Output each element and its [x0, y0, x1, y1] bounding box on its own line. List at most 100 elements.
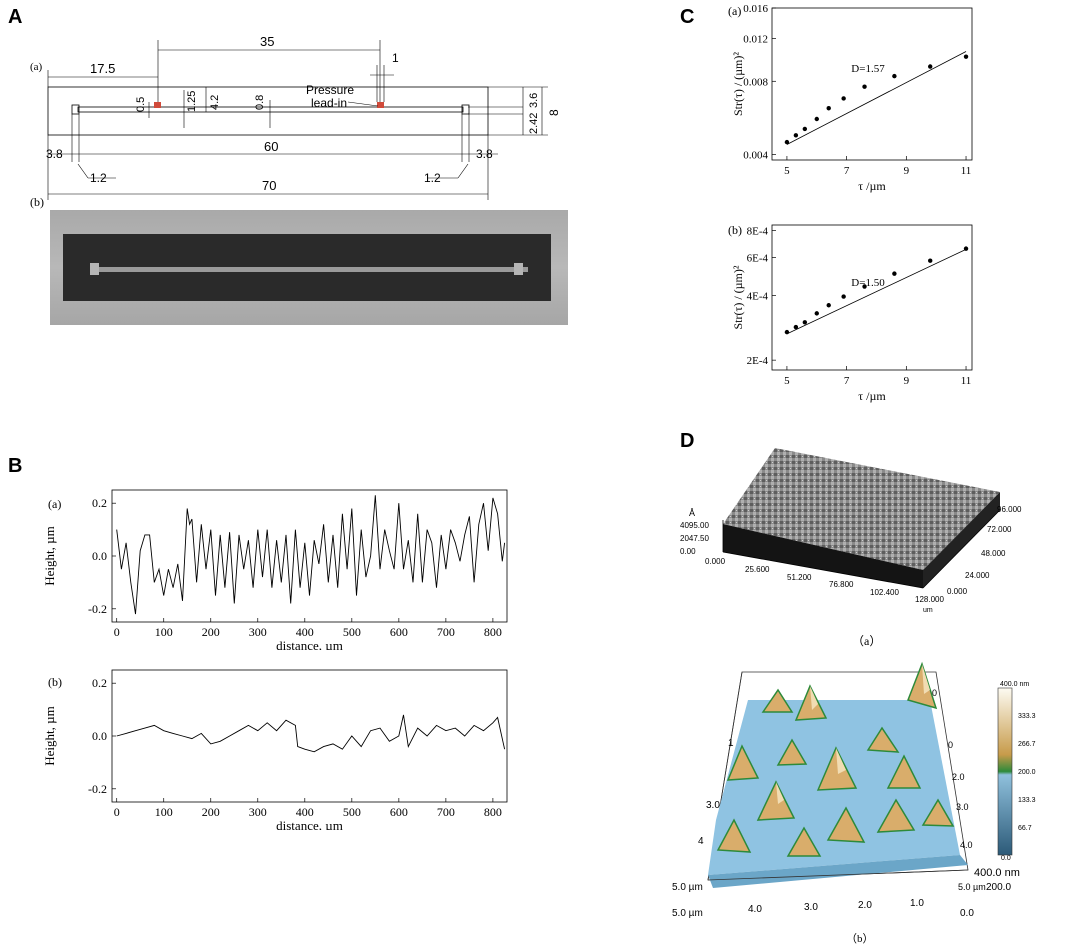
structure-function-chart-a: 5 7 9 11 0.016 0.012 0.008 0.004 τ /µm Str(τ) / (…	[731, 3, 973, 193]
data-point	[814, 311, 819, 316]
pressure-label-line2: lead-in	[311, 96, 347, 110]
dim-3-8-right: 3.8	[476, 147, 493, 161]
afm-b-x-tick-0: 5.0 µm	[672, 908, 703, 919]
panel-letter-d: D	[680, 430, 695, 452]
profile-line	[116, 495, 506, 615]
afm-surface-b: 400.0 nm 333.3 266.7 200.0 133.3 66.7 0.…	[672, 661, 1036, 919]
y-tick-label: 0.016	[743, 3, 768, 15]
dim-3-8-left: 3.8	[46, 147, 63, 161]
dim-35: 35	[260, 34, 274, 49]
x-tick-label: 500	[343, 805, 361, 819]
afm-b-left-tick-3: 1	[728, 738, 734, 749]
x-tick-label: 7	[844, 165, 850, 177]
afm-a-y-tick-1: 48.000	[981, 549, 1006, 558]
afm-b-x-tick-4: 1.0	[910, 898, 924, 909]
x-tick-label: 500	[343, 625, 361, 639]
chip-photograph	[50, 210, 568, 325]
x-axis-label: distance, µm	[276, 818, 343, 830]
x-tick-label: 7	[844, 375, 850, 387]
afm-a-unit: um	[923, 607, 933, 614]
panel-c-sub-b: (b)	[728, 223, 742, 237]
y-tick-label: 0.004	[743, 150, 768, 162]
afm-a-x-tick-5: 128.000	[915, 595, 944, 604]
afm-a-x-tick-0: 0.000	[705, 557, 726, 566]
afm-a-x-tick-2: 51.200	[787, 573, 812, 582]
pressure-port-right	[377, 102, 384, 108]
x-tick-label: 100	[155, 805, 173, 819]
y-tick-label: 0.012	[743, 33, 768, 45]
pressure-port-left	[154, 102, 161, 108]
afm-a-y-tick-0: 24.000	[965, 571, 990, 580]
y-tick-label: 2E-4	[747, 355, 769, 367]
y-axis-label: Height, µm	[42, 526, 57, 585]
dim-0-5: 0.5	[135, 97, 147, 112]
afm-b-cbar-tick-0: 400.0 nm	[1000, 681, 1029, 688]
afm-b-right-tick-1: 2.0	[952, 772, 965, 782]
x-tick-label: 11	[961, 165, 972, 177]
data-point	[784, 329, 790, 335]
afm-b-cbar-tick-5: 66.7	[1018, 825, 1032, 832]
x-tick-label: 400	[296, 805, 314, 819]
data-point	[841, 294, 846, 299]
x-tick-label: 11	[961, 375, 972, 387]
dim-17-5: 17.5	[90, 61, 115, 76]
fit-line	[786, 248, 967, 335]
microchannel-schematic: (a) 35 17.5 1 0.5 1.25 4.2 0.8 Pressure …	[30, 34, 561, 200]
afm-b-left-tick-1: 4	[698, 836, 704, 847]
height-profile-chart-b: 0 100 200 300 400 500 600 700 800 0.2 0.0 -0.2 dista…	[42, 669, 508, 830]
x-axis-label: τ /µm	[858, 389, 886, 403]
afm-a-y-tick-2: 72.000	[987, 525, 1012, 534]
y-axis-label: Str(τ) / (µm)²	[731, 52, 745, 116]
data-point	[802, 320, 808, 325]
afm-a-x-tick-3: 76.800	[829, 580, 854, 589]
afm-b-cbar-tick-4: 133.3	[1018, 797, 1036, 804]
data-point	[793, 133, 799, 138]
panel-letter-b: B	[8, 455, 23, 477]
chip-channel	[96, 267, 528, 272]
afm-surface-a: Å 4095.00 2047.50 0.00 0.000 25.600 51.2…	[680, 448, 1022, 614]
fractal-dimension-label: D=1.57	[851, 63, 885, 75]
afm-b-cbar-tick-2: 266.7	[1018, 741, 1036, 748]
afm-b-right-tick-2: 3.0	[956, 802, 969, 812]
x-tick-label: 300	[249, 805, 267, 819]
x-tick-label: 400	[296, 625, 314, 639]
dim-2-42: 2.42	[528, 113, 540, 134]
afm-b-z-mid: 200.0	[986, 882, 1011, 893]
x-tick-label: 200	[202, 805, 220, 819]
dim-0-8: 0.8	[254, 95, 266, 110]
afm-b-left-tick-2: 3.0	[706, 800, 720, 811]
afm-b-right-tick-4: 5.0 µm	[958, 882, 986, 892]
x-tick-label: 0	[114, 805, 120, 819]
afm-a-y-tick-4: 0.000	[947, 587, 968, 596]
x-tick-label: 300	[249, 625, 267, 639]
panel-a-sub-a: (a)	[30, 61, 43, 73]
data-point	[814, 116, 819, 122]
afm-caption-b: （b）	[846, 933, 874, 945]
y-axis-label: Str(τ) / (µm)²	[731, 265, 745, 329]
x-axis-label: distance, µm	[276, 638, 343, 650]
profile-line	[116, 714, 506, 753]
afm-b-x-tick-3: 2.0	[858, 900, 872, 911]
fractal-dimension-label: D=1.50	[851, 277, 885, 289]
data-point	[826, 303, 831, 308]
dim-8: 8	[547, 109, 561, 116]
y-tick-label: 0.0	[92, 549, 107, 563]
dim-1-25: 1.25	[186, 91, 198, 112]
data-point	[784, 139, 790, 145]
x-tick-label: 600	[390, 625, 408, 639]
panel-b-sub-a: (a)	[48, 497, 62, 511]
data-point	[841, 96, 846, 101]
x-tick-label: 100	[155, 625, 173, 639]
afm-caption-a: （a）	[852, 634, 882, 648]
panel-a-sub-b: (b)	[30, 195, 44, 209]
afm-b-colorbar	[997, 687, 1013, 856]
afm-b-cbar-tick-1: 333.3	[1018, 713, 1036, 720]
data-point	[963, 54, 969, 59]
dim-4-2: 4.2	[209, 95, 221, 110]
afm-a-x-tick-1: 25.600	[745, 565, 770, 574]
y-tick-label: -0.2	[88, 782, 107, 796]
data-point	[826, 106, 831, 111]
data-point	[862, 284, 867, 289]
panel-letter-a: A	[8, 6, 23, 28]
data-point	[892, 73, 897, 79]
